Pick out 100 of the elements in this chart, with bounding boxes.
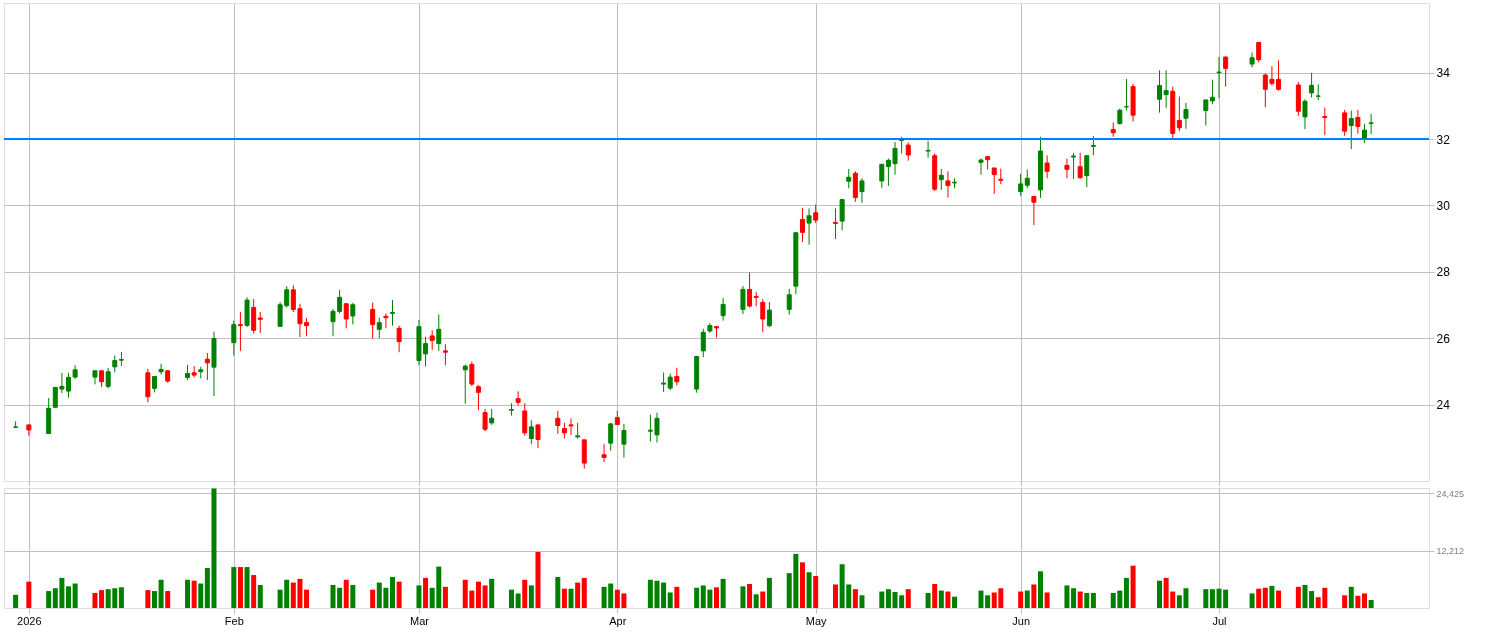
bar [118, 587, 124, 608]
y-tick-label: 12,212 [1436, 546, 1465, 557]
candlestick [343, 303, 349, 329]
bar [1295, 586, 1301, 608]
candlestick [1183, 102, 1189, 130]
bar [1024, 590, 1030, 608]
candlestick [522, 402, 528, 437]
candlestick [158, 363, 164, 375]
bar [1276, 590, 1282, 608]
bar [799, 562, 805, 608]
candlestick [581, 439, 587, 470]
bar [528, 585, 534, 608]
candlestick [105, 367, 111, 389]
bar [1157, 580, 1163, 608]
bar [1130, 565, 1136, 608]
candlestick [1355, 109, 1361, 135]
candlestick [1064, 158, 1070, 179]
candlestick [1176, 96, 1182, 132]
bar [350, 584, 356, 608]
bar [852, 589, 858, 608]
candlestick [1249, 51, 1255, 68]
bar [1348, 586, 1354, 608]
bar [66, 586, 72, 608]
candlestick [833, 207, 839, 240]
bar [667, 592, 673, 608]
bar [1302, 584, 1308, 608]
bar [885, 589, 891, 608]
bar [925, 592, 931, 608]
candlestick [257, 311, 263, 334]
bar [747, 584, 753, 608]
candlestick [1302, 98, 1308, 130]
candlestick [1031, 196, 1037, 226]
candlestick [839, 199, 845, 231]
candlestick [390, 299, 395, 327]
candlestick [1223, 55, 1229, 88]
bar [833, 584, 839, 608]
candlestick [204, 352, 210, 381]
candlestick [905, 141, 911, 162]
bar [1044, 592, 1050, 608]
bar [244, 567, 250, 608]
candlestick [938, 168, 944, 191]
bar [740, 586, 746, 608]
candlestick [945, 170, 951, 199]
candlestick [535, 424, 541, 449]
bar [674, 586, 680, 608]
bar [555, 576, 561, 608]
bar [1018, 591, 1024, 608]
bar [158, 579, 164, 608]
bar [932, 584, 938, 608]
y-tick-label: 26 [1436, 331, 1451, 346]
candlestick [191, 365, 197, 378]
candlestick [740, 285, 746, 315]
candlestick [978, 158, 984, 176]
x-tick-label: Jul [1212, 614, 1227, 627]
candlestick [1077, 152, 1083, 180]
bar [257, 584, 263, 608]
bar [509, 589, 515, 608]
bar [535, 552, 541, 608]
bar [1077, 591, 1083, 608]
bar [165, 591, 171, 608]
candlestick [766, 301, 772, 328]
bar [343, 579, 349, 608]
candlestick [1123, 78, 1129, 111]
candlestick [786, 288, 792, 316]
bar [370, 589, 376, 608]
candlestick [1342, 109, 1348, 137]
candlestick [370, 302, 376, 340]
x-tick-label: Feb [224, 614, 244, 627]
candlestick [515, 390, 521, 406]
candlestick [1018, 173, 1024, 197]
bar [568, 588, 574, 608]
bar [575, 582, 581, 608]
candlestick [350, 302, 356, 325]
bar [1269, 585, 1275, 608]
candlestick [1309, 72, 1315, 99]
bar [13, 594, 19, 608]
bar [1262, 587, 1268, 608]
candlestick [601, 443, 607, 463]
bar [423, 577, 429, 608]
candlestick [799, 207, 805, 243]
bar [1123, 577, 1129, 608]
candlestick [879, 163, 885, 189]
candlestick [475, 384, 481, 411]
bar [72, 583, 78, 608]
candlestick [760, 298, 766, 333]
bar [879, 591, 885, 608]
bar [1249, 593, 1255, 608]
bar [145, 590, 151, 608]
candlestick [251, 298, 257, 335]
bar [442, 586, 448, 608]
candlestick [1024, 169, 1030, 189]
candlestick [608, 422, 614, 452]
bar [92, 592, 98, 608]
candlestick [436, 313, 442, 352]
bar [978, 590, 984, 608]
candlestick [700, 328, 706, 358]
bar [806, 572, 812, 608]
bar [191, 580, 197, 608]
bar [198, 583, 204, 608]
bar [1064, 585, 1070, 608]
